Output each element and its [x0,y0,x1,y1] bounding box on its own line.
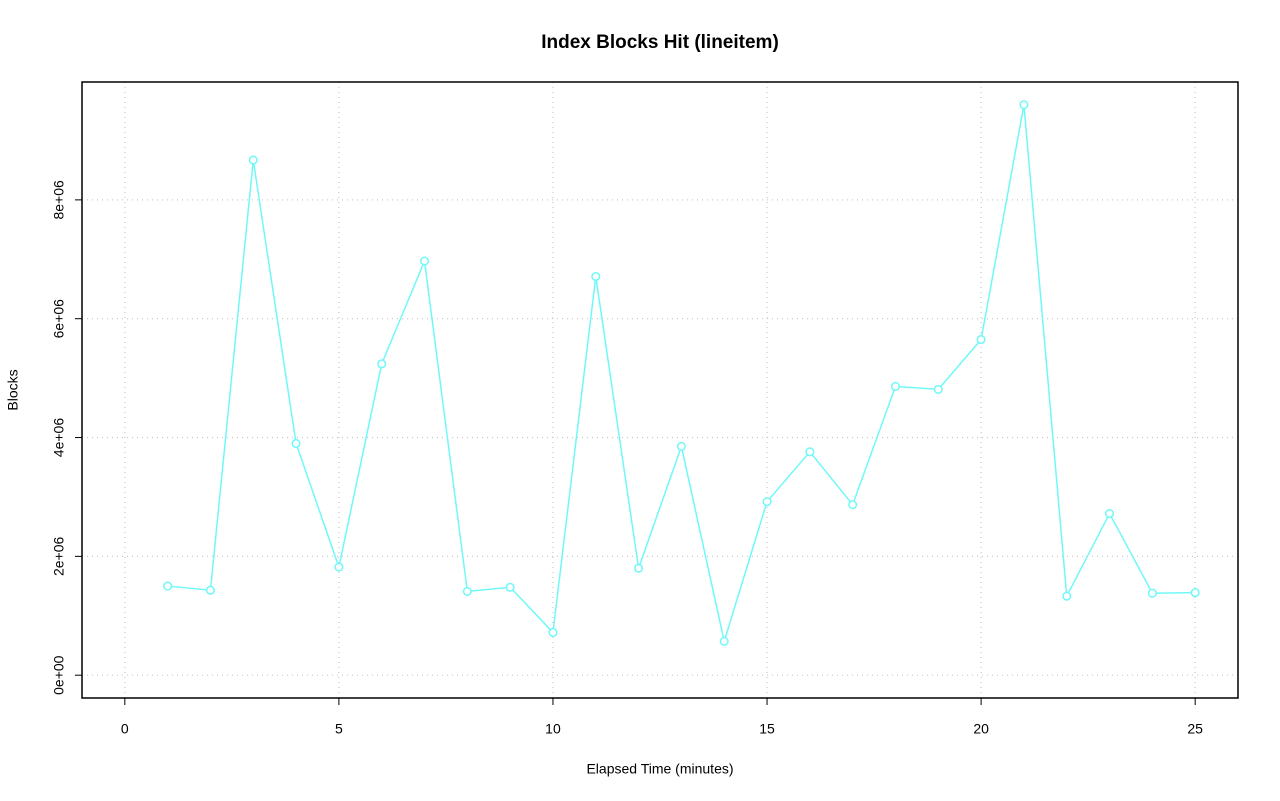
x-tick-label: 5 [335,721,343,737]
y-tick-label: 4e+06 [51,418,67,458]
series-line [167,104,1196,645]
data-point [377,359,387,369]
data-point [248,155,258,165]
data-point [634,563,644,573]
data-point [291,438,301,449]
y-tick-label: 2e+06 [51,536,67,576]
data-point [719,636,729,646]
x-tick-label: 15 [759,721,775,737]
data-point [976,334,986,345]
data-point [548,627,558,637]
data-point [805,447,815,457]
data-point [676,441,686,451]
x-axis-label: Elapsed Time (minutes) [586,761,733,777]
data-point [205,585,215,595]
x-tick-label: 25 [1187,721,1203,737]
x-tick-label: 0 [121,721,129,737]
data-point [591,271,601,282]
data-point [890,381,901,391]
data-point [163,581,173,591]
data-point [848,500,858,510]
data-point [334,562,344,572]
data-point [933,384,943,394]
chart-title: Index Blocks Hit (lineitem) [541,32,779,53]
y-tick-label: 0e+00 [51,655,67,695]
data-point [1190,588,1200,598]
data-point [1019,100,1029,110]
y-tick-label: 8e+06 [51,180,67,220]
data-point [1062,591,1072,601]
data-point [762,497,772,507]
data-point [462,586,472,596]
data-point [1147,588,1157,598]
data-point [419,256,430,266]
x-tick-label: 10 [545,721,561,737]
plot-frame [81,81,1239,699]
data-point [1105,509,1115,519]
x-tick-label: 20 [973,721,989,737]
data-point [505,582,515,592]
y-tick-label: 6e+06 [51,299,67,339]
plot-area: 0 5 10 15 20 25 0e+00 2e+06 4e+06 6e+06 8e+06 [51,82,1238,737]
y-axis-label: Blocks [5,369,21,410]
